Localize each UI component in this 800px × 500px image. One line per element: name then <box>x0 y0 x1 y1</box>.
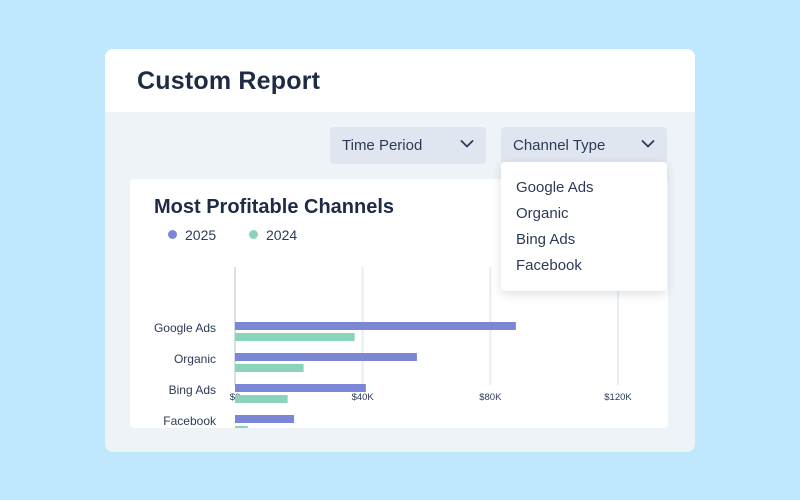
legend-swatch-2025 <box>168 230 177 239</box>
time-period-label: Time Period <box>342 137 423 154</box>
x-tick-label: $80K <box>479 392 502 403</box>
bar-facebook-2024 <box>235 426 248 428</box>
category-label: Facebook <box>163 414 217 428</box>
bar-organic-2025 <box>235 353 417 361</box>
legend-swatch-2024 <box>249 230 258 239</box>
category-label: Organic <box>174 352 216 366</box>
category-label: Bing Ads <box>169 383 216 397</box>
chevron-down-icon <box>460 140 474 148</box>
menu-item-facebook[interactable]: Facebook <box>516 257 582 274</box>
legend-label-2024: 2024 <box>266 227 298 243</box>
channel-type-menu: Google Ads Organic Bing Ads Facebook <box>501 162 667 291</box>
legend-item-2025: 2025 <box>168 227 216 243</box>
page-title: Custom Report <box>137 67 321 95</box>
menu-item-google-ads[interactable]: Google Ads <box>516 179 594 196</box>
bar-google-ads-2024 <box>235 333 355 341</box>
bar-facebook-2025 <box>235 415 295 423</box>
report-header: Custom Report <box>105 49 695 112</box>
x-tick-label: $120K <box>604 392 632 403</box>
chart-panel: Most Profitable Channels 2025 2024 $0$40… <box>130 179 668 428</box>
category-label: Google Ads <box>154 321 216 335</box>
bar-bing-ads-2025 <box>235 384 366 392</box>
time-period-dropdown[interactable]: Time Period <box>330 127 486 164</box>
channel-type-label: Channel Type <box>513 137 606 154</box>
menu-item-organic[interactable]: Organic <box>516 205 569 222</box>
legend-label-2025: 2025 <box>185 227 217 243</box>
legend-item-2024: 2024 <box>249 227 297 243</box>
chevron-down-icon <box>641 140 655 148</box>
menu-item-bing-ads[interactable]: Bing Ads <box>516 231 576 248</box>
bar-google-ads-2025 <box>235 322 516 330</box>
bar-organic-2024 <box>235 364 304 372</box>
x-tick-label: $40K <box>352 392 375 403</box>
channel-type-dropdown[interactable]: Channel Type <box>501 127 667 164</box>
bar-bing-ads-2024 <box>235 395 288 403</box>
chart-title: Most Profitable Channels <box>154 196 395 218</box>
